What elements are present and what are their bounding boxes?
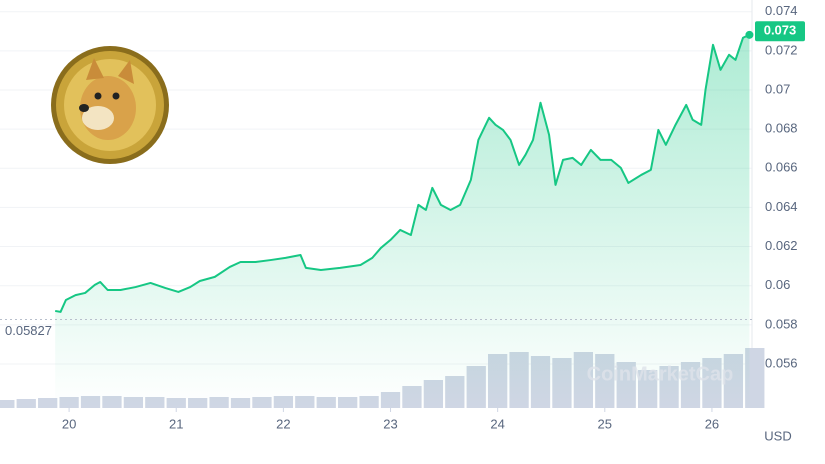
price-area: [55, 34, 750, 408]
x-tick-label: 26: [705, 416, 719, 431]
y-tick-label: 0.058: [765, 316, 798, 331]
y-axis-label: USD: [764, 428, 791, 443]
y-tick-label: 0.074: [765, 3, 798, 18]
x-tick-label: 23: [383, 416, 397, 431]
y-tick-label: 0.07: [765, 81, 790, 96]
price-tag-label: 0.073: [764, 23, 797, 38]
y-tick-label: 0.062: [765, 238, 798, 253]
x-tick-label: 22: [276, 416, 290, 431]
y-tick-label: 0.056: [765, 355, 798, 370]
x-tick-label: 25: [598, 416, 612, 431]
volume-bar: [38, 398, 58, 408]
volume-bar: [16, 399, 36, 408]
x-tick-label: 20: [62, 416, 76, 431]
y-tick-label: 0.072: [765, 42, 798, 57]
price-line: [54, 33, 750, 313]
doge-logo: [51, 46, 169, 164]
last-point: [745, 30, 754, 39]
price-tag: [755, 21, 805, 42]
y-tick-label: 0.06: [765, 277, 790, 292]
y-tick-label: 0.064: [765, 199, 798, 214]
y-tick-label: 0.066: [765, 160, 798, 175]
volume-bar: [745, 348, 765, 408]
watermark: CoinMarketCap: [587, 363, 734, 385]
y-tick-label: 0.068: [765, 121, 798, 136]
volume-bar: [0, 400, 15, 408]
x-tick-label: 21: [169, 416, 183, 431]
baseline-label: 0.05827: [5, 323, 52, 338]
x-tick-label: 24: [490, 416, 504, 431]
